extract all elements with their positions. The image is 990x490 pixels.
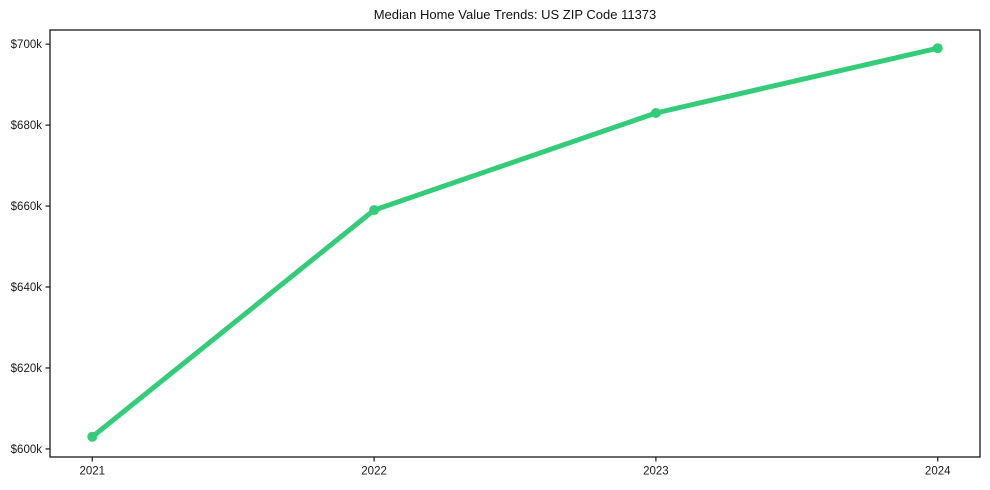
data-point-2021 [87,431,98,442]
x-axis-tick-label: 2023 [643,466,669,478]
y-axis-tick-label: $620k [11,363,43,375]
x-axis-tick-label: 2021 [79,466,105,478]
y-axis-tick-label: $640k [11,282,43,294]
trend-line [89,45,941,440]
y-axis-tick-label: $700k [11,39,43,51]
x-axis-tick-label: 2024 [925,466,951,478]
data-point-2022 [369,205,380,216]
y-axis-tick-label: $680k [11,120,43,132]
plot-border [49,29,981,458]
y-axis-tick-label: $600k [11,444,43,456]
data-point-2023 [650,108,661,118]
chart-title: Median Home Value Trends: US ZIP Code 11… [373,7,657,22]
x-axis-tick-label: 2022 [361,466,387,478]
data-point-2024 [932,43,943,54]
y-axis-tick-label: $660k [11,201,43,213]
